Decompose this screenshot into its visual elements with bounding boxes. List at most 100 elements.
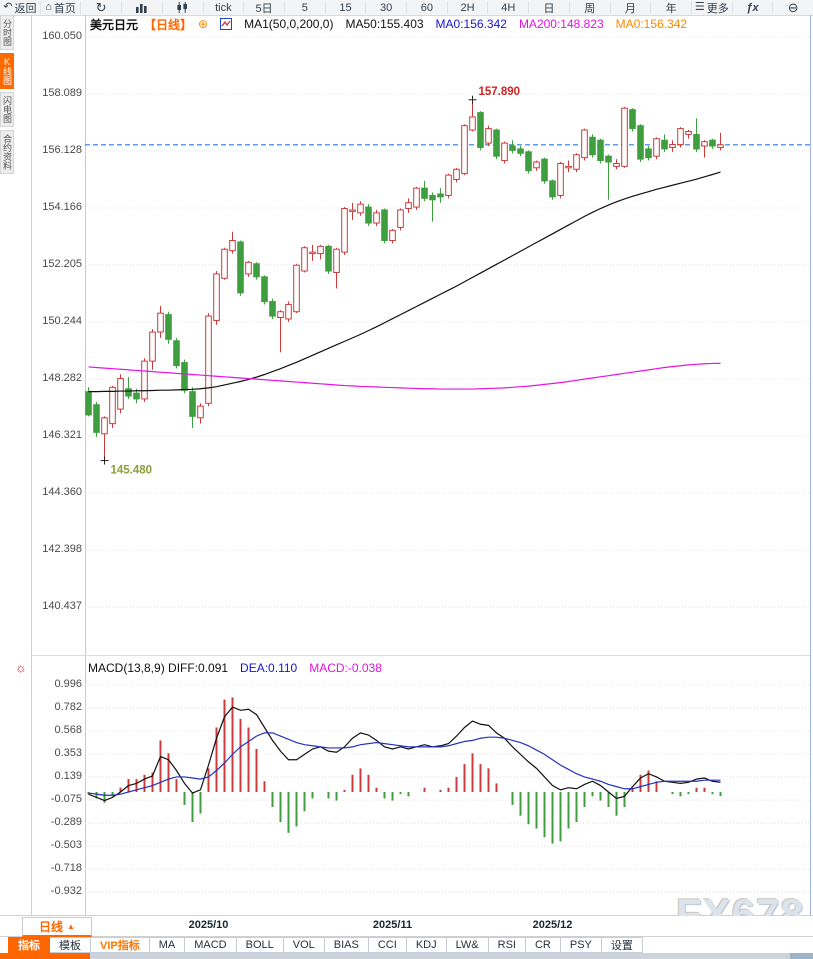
period-selector-box[interactable]: 日线 ▲ (22, 917, 92, 937)
candle (557, 162, 564, 196)
macd-header: MACD(13,8,9) DIFF:0.091 DEA:0.110 MACD:-… (88, 661, 382, 675)
sidebar-item-contract-info[interactable]: 合约资料 (0, 130, 14, 174)
symbol-name: 美元日元 (90, 17, 139, 32)
candle (149, 331, 156, 362)
indicator-settings-icon[interactable]: ☼ (15, 660, 27, 675)
period-button-day[interactable]: 日 (528, 1, 569, 15)
period-button-60m[interactable]: 60 (406, 1, 447, 14)
date-axis-label: 2025/11 (372, 919, 413, 931)
tab-boll[interactable]: BOLL (236, 937, 284, 953)
macd-axis-label: 0.782 (54, 700, 82, 713)
candle (589, 136, 596, 156)
candle (109, 386, 116, 425)
period-button-2h[interactable]: 2H (446, 1, 488, 14)
home-label: 首页 (53, 2, 76, 15)
kline-style-icon[interactable] (220, 18, 233, 30)
tab-vip-indicators[interactable]: VIP指标 (91, 937, 150, 953)
candlestick-chart[interactable]: 157.890 145.480 (85, 15, 810, 655)
period-button-5d[interactable]: 5日 (243, 1, 284, 15)
period-label: 2H (460, 1, 475, 14)
candle (389, 229, 396, 241)
sidebar-item-kline-chart[interactable]: K线图 (0, 53, 14, 89)
sidebar-item-lightning-chart[interactable]: 闪电图 (0, 92, 14, 127)
tab-templates[interactable]: 模板 (50, 937, 91, 953)
candle (413, 187, 420, 208)
candle (461, 125, 468, 175)
date-axis-label: 2025/12 (532, 919, 573, 931)
fx-function-button[interactable]: ƒx (731, 1, 773, 14)
ma0-blue-value-label: MA0:156.342 (435, 17, 507, 31)
zoom-out-button[interactable]: ⊖ (772, 1, 813, 14)
period-label: 周 (584, 2, 596, 15)
candle (541, 158, 548, 182)
bottom-scroll-strip[interactable] (0, 953, 813, 959)
candle (493, 129, 500, 157)
price-axis-label: 140.437 (42, 600, 82, 613)
price-axis-label: 150.244 (42, 315, 82, 328)
tab-macd[interactable]: MACD (185, 937, 237, 953)
candle (485, 128, 492, 144)
bar-chart-button[interactable] (121, 1, 162, 14)
tab-settings[interactable]: 设置 (601, 937, 643, 953)
price-axis-label: 158.089 (42, 87, 82, 99)
tab-lw[interactable]: LW& (446, 937, 489, 953)
period-button-15m[interactable]: 15 (324, 1, 366, 14)
tab-indicators[interactable]: 指标 (8, 937, 50, 953)
kline-chart-button[interactable] (161, 1, 203, 14)
sidebar-item-time-chart[interactable]: 分时图 (0, 15, 14, 50)
tab-cr[interactable]: CR (525, 937, 561, 953)
scrollbar-thumb[interactable] (790, 953, 813, 959)
candle (397, 209, 404, 228)
period-label: 15 (339, 1, 352, 14)
candle (693, 133, 700, 150)
macd-dea-label: DEA:0.110 (240, 661, 298, 675)
candle (533, 161, 540, 169)
plot-right-border (810, 15, 811, 936)
period-button-month[interactable]: 月 (609, 1, 651, 15)
period-button-year[interactable]: 年 (650, 1, 691, 15)
price-axis-label: 148.282 (42, 372, 82, 385)
back-button[interactable]: ↶ 返回 (0, 1, 40, 15)
tick-period-button[interactable]: tick (202, 1, 244, 14)
period-label: 60 (420, 1, 433, 14)
macd-chart[interactable] (85, 678, 810, 915)
candle (661, 139, 668, 150)
period-button-week[interactable]: 周 (568, 1, 610, 15)
ma-settings-label: MA1(50,0,200,0) (244, 17, 334, 31)
candle (405, 202, 412, 210)
candle (565, 165, 572, 169)
refresh-button[interactable]: ↻ (80, 1, 121, 14)
tab-vol[interactable]: VOL (283, 937, 325, 953)
more-button[interactable]: ☰ 更多 (690, 1, 732, 15)
chart-header: 美元日元 【日线】 ⊕ MA1(50,0,200,0) MA50:155.403… (90, 17, 687, 32)
candle (525, 151, 532, 172)
tab-bias[interactable]: BIAS (324, 937, 369, 953)
candle (85, 391, 92, 416)
candle (165, 314, 172, 340)
tab-cci[interactable]: CCI (368, 937, 407, 953)
period-button-5m[interactable]: 5 (283, 1, 325, 14)
period-label: 5 (301, 1, 308, 14)
macd-axis-label: -0.075 (50, 793, 82, 806)
period-button-30m[interactable]: 30 (365, 1, 406, 14)
candle (645, 148, 652, 159)
panel-left-border (31, 15, 32, 915)
add-indicator-icon[interactable]: ⊕ (198, 17, 209, 31)
tab-rsi[interactable]: RSI (488, 937, 526, 953)
price-axis-label: 142.398 (42, 543, 82, 556)
candle (317, 245, 324, 255)
candle (197, 405, 204, 419)
tab-ma[interactable]: MA (149, 937, 186, 953)
candle (653, 138, 660, 157)
candle (301, 247, 308, 272)
period-label: 月 (624, 2, 636, 15)
price-axis-label: 156.128 (42, 144, 82, 156)
period-button-4h[interactable]: 4H (487, 1, 528, 14)
period-label: 30 (380, 1, 393, 14)
candle (445, 174, 452, 196)
candle (501, 142, 508, 162)
tab-psy[interactable]: PSY (560, 937, 602, 953)
home-button[interactable]: ⌂ 首页 (39, 1, 81, 15)
tab-kdj[interactable]: KDJ (406, 937, 447, 953)
